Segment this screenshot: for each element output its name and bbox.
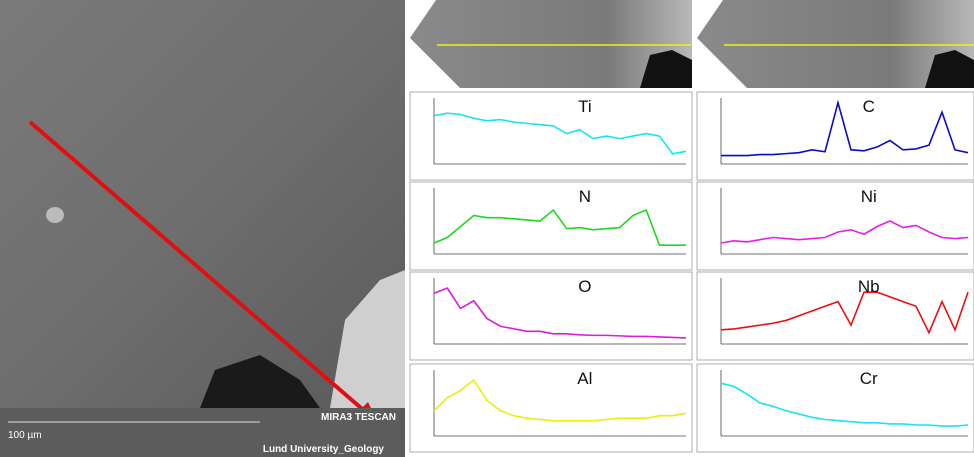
element-label: Ti (578, 97, 592, 116)
particle (46, 207, 64, 223)
thumbnail (697, 0, 974, 88)
element-label: C (863, 97, 875, 116)
lab: Lund University_Geology (263, 444, 385, 455)
panel (410, 272, 692, 360)
element-label: Nb (858, 277, 880, 296)
element-label: Al (577, 369, 592, 388)
panel (410, 182, 692, 270)
scale-label: 100 µm (8, 430, 42, 441)
thumbnail (410, 0, 692, 88)
element-label: O (578, 277, 591, 296)
panel (697, 182, 974, 270)
instrument: MIRA3 TESCAN (321, 412, 396, 423)
figure: 100 µm MIRA3 TESCAN Lund University_Geol… (0, 0, 974, 457)
element-label: Cr (860, 369, 878, 388)
panel (410, 92, 692, 180)
panel (697, 364, 974, 452)
element-label: N (579, 187, 591, 206)
panel (410, 364, 692, 452)
panel (697, 272, 974, 360)
element-label: Ni (861, 187, 877, 206)
